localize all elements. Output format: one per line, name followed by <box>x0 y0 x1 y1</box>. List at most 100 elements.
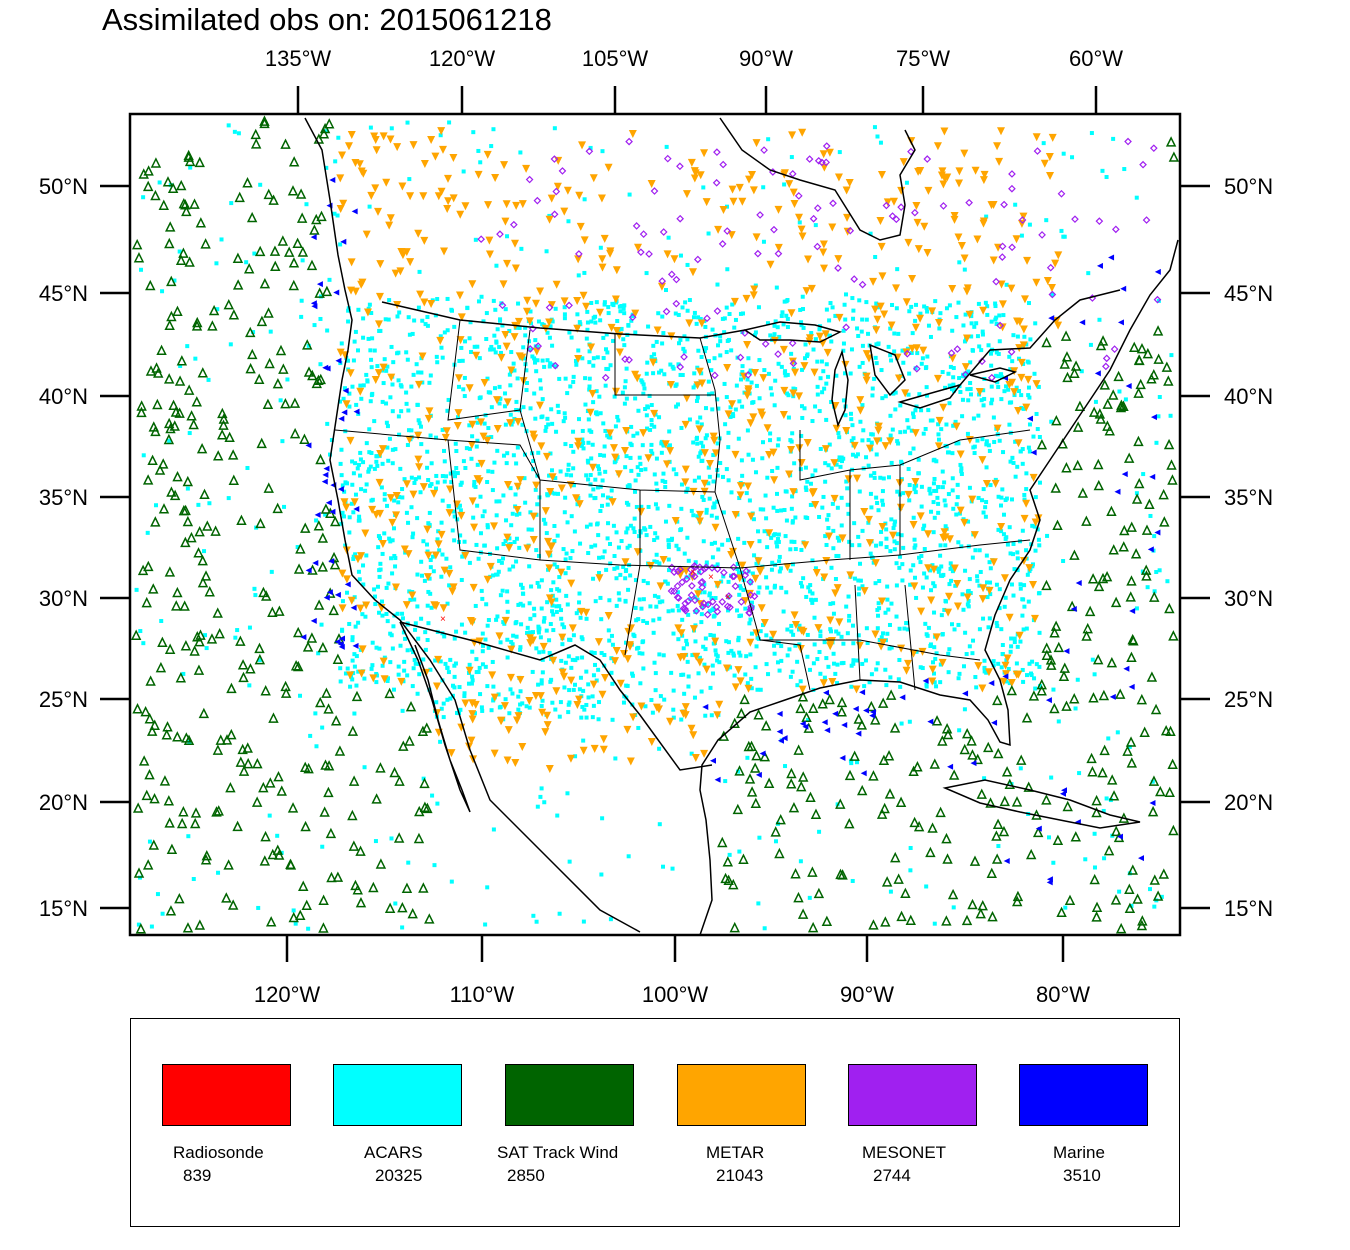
acars-marker <box>946 651 951 656</box>
metar-marker <box>485 236 494 245</box>
acars-marker <box>438 659 443 664</box>
legend-label-acars: ACARS <box>364 1143 423 1162</box>
acars-marker <box>580 655 585 660</box>
acars-marker <box>880 502 885 507</box>
acars-marker <box>707 593 712 598</box>
metar-marker <box>537 442 546 451</box>
acars-marker <box>874 342 879 347</box>
acars-marker <box>954 441 959 446</box>
marine-marker <box>329 508 336 515</box>
acars-marker <box>873 355 878 360</box>
acars-marker <box>703 324 708 329</box>
metar-marker <box>730 297 739 306</box>
acars-marker <box>343 543 348 548</box>
acars-marker <box>1117 389 1122 394</box>
acars-marker <box>845 631 850 636</box>
acars-marker <box>718 353 723 358</box>
sat-track-wind-marker <box>323 786 334 798</box>
acars-marker <box>633 330 638 335</box>
acars-marker <box>970 651 975 656</box>
acars-marker <box>593 662 598 667</box>
acars-marker <box>645 426 650 431</box>
acars-marker <box>712 356 717 361</box>
acars-marker <box>641 639 646 644</box>
metar-marker <box>745 589 754 598</box>
acars-marker <box>669 670 674 675</box>
acars-marker <box>428 433 433 438</box>
acars-marker <box>471 515 476 520</box>
acars-marker <box>553 476 558 481</box>
acars-marker <box>306 926 311 931</box>
acars-marker <box>666 235 671 240</box>
acars-marker <box>323 512 328 517</box>
acars-marker <box>501 453 506 458</box>
acars-marker <box>312 323 317 328</box>
metar-marker <box>598 690 607 699</box>
acars-marker <box>410 331 415 336</box>
acars-marker <box>557 604 562 609</box>
acars-marker <box>531 913 536 918</box>
mesonet-marker <box>789 359 798 368</box>
metar-marker <box>489 522 498 531</box>
acars-marker <box>535 358 540 363</box>
metar-marker <box>374 369 383 378</box>
acars-marker <box>783 373 788 378</box>
sat-track-wind-marker <box>407 907 418 919</box>
acars-marker <box>752 333 757 338</box>
acars-marker <box>355 466 360 471</box>
acars-marker <box>626 323 631 328</box>
sat-track-wind-marker <box>1095 339 1107 351</box>
acars-marker <box>922 547 927 552</box>
marine-marker <box>755 771 762 778</box>
metar-marker <box>546 542 555 551</box>
acars-marker <box>450 683 455 688</box>
metar-marker <box>398 251 407 260</box>
metar-marker <box>821 445 830 454</box>
sat-track-wind-marker <box>318 894 329 905</box>
sat-track-wind-marker <box>268 194 279 205</box>
mesonet-marker <box>698 583 707 592</box>
sat-track-wind-marker <box>1011 895 1023 907</box>
sat-track-wind-marker <box>320 503 332 514</box>
acars-marker <box>1115 730 1120 735</box>
metar-marker <box>987 201 996 210</box>
acars-marker <box>586 695 591 700</box>
acars-marker <box>989 351 994 356</box>
metar-marker <box>566 754 575 763</box>
acars-marker <box>367 450 372 455</box>
metar-marker <box>815 332 824 341</box>
sat-track-wind-marker <box>300 522 311 533</box>
mesonet-marker <box>834 264 842 272</box>
metar-marker <box>623 655 632 664</box>
metar-marker <box>513 505 522 514</box>
sat-track-wind-marker <box>1122 745 1133 756</box>
acars-marker <box>850 878 855 883</box>
acars-marker <box>618 572 623 577</box>
metar-marker <box>920 222 929 231</box>
metar-marker <box>443 204 452 213</box>
acars-marker <box>590 715 595 720</box>
acars-marker <box>689 751 694 756</box>
metar-marker <box>749 186 758 195</box>
acars-marker <box>940 485 945 490</box>
acars-marker <box>445 697 450 702</box>
acars-marker <box>411 650 416 655</box>
acars-marker <box>999 665 1004 670</box>
acars-marker <box>689 508 694 513</box>
acars-marker <box>729 348 734 353</box>
sat-track-wind-marker <box>247 348 258 360</box>
acars-marker <box>516 694 521 699</box>
acars-marker <box>527 705 532 710</box>
metar-marker <box>526 634 535 643</box>
metar-marker <box>612 387 621 396</box>
metar-marker <box>695 510 704 519</box>
metar-marker <box>536 692 545 701</box>
acars-marker <box>1020 447 1025 452</box>
acars-marker <box>744 491 749 496</box>
mesonet-marker <box>846 226 855 235</box>
acars-marker <box>693 560 698 565</box>
gulf-coastline <box>699 239 1179 935</box>
metar-marker <box>965 310 974 319</box>
acars-marker <box>472 344 477 349</box>
metar-marker <box>491 173 500 182</box>
